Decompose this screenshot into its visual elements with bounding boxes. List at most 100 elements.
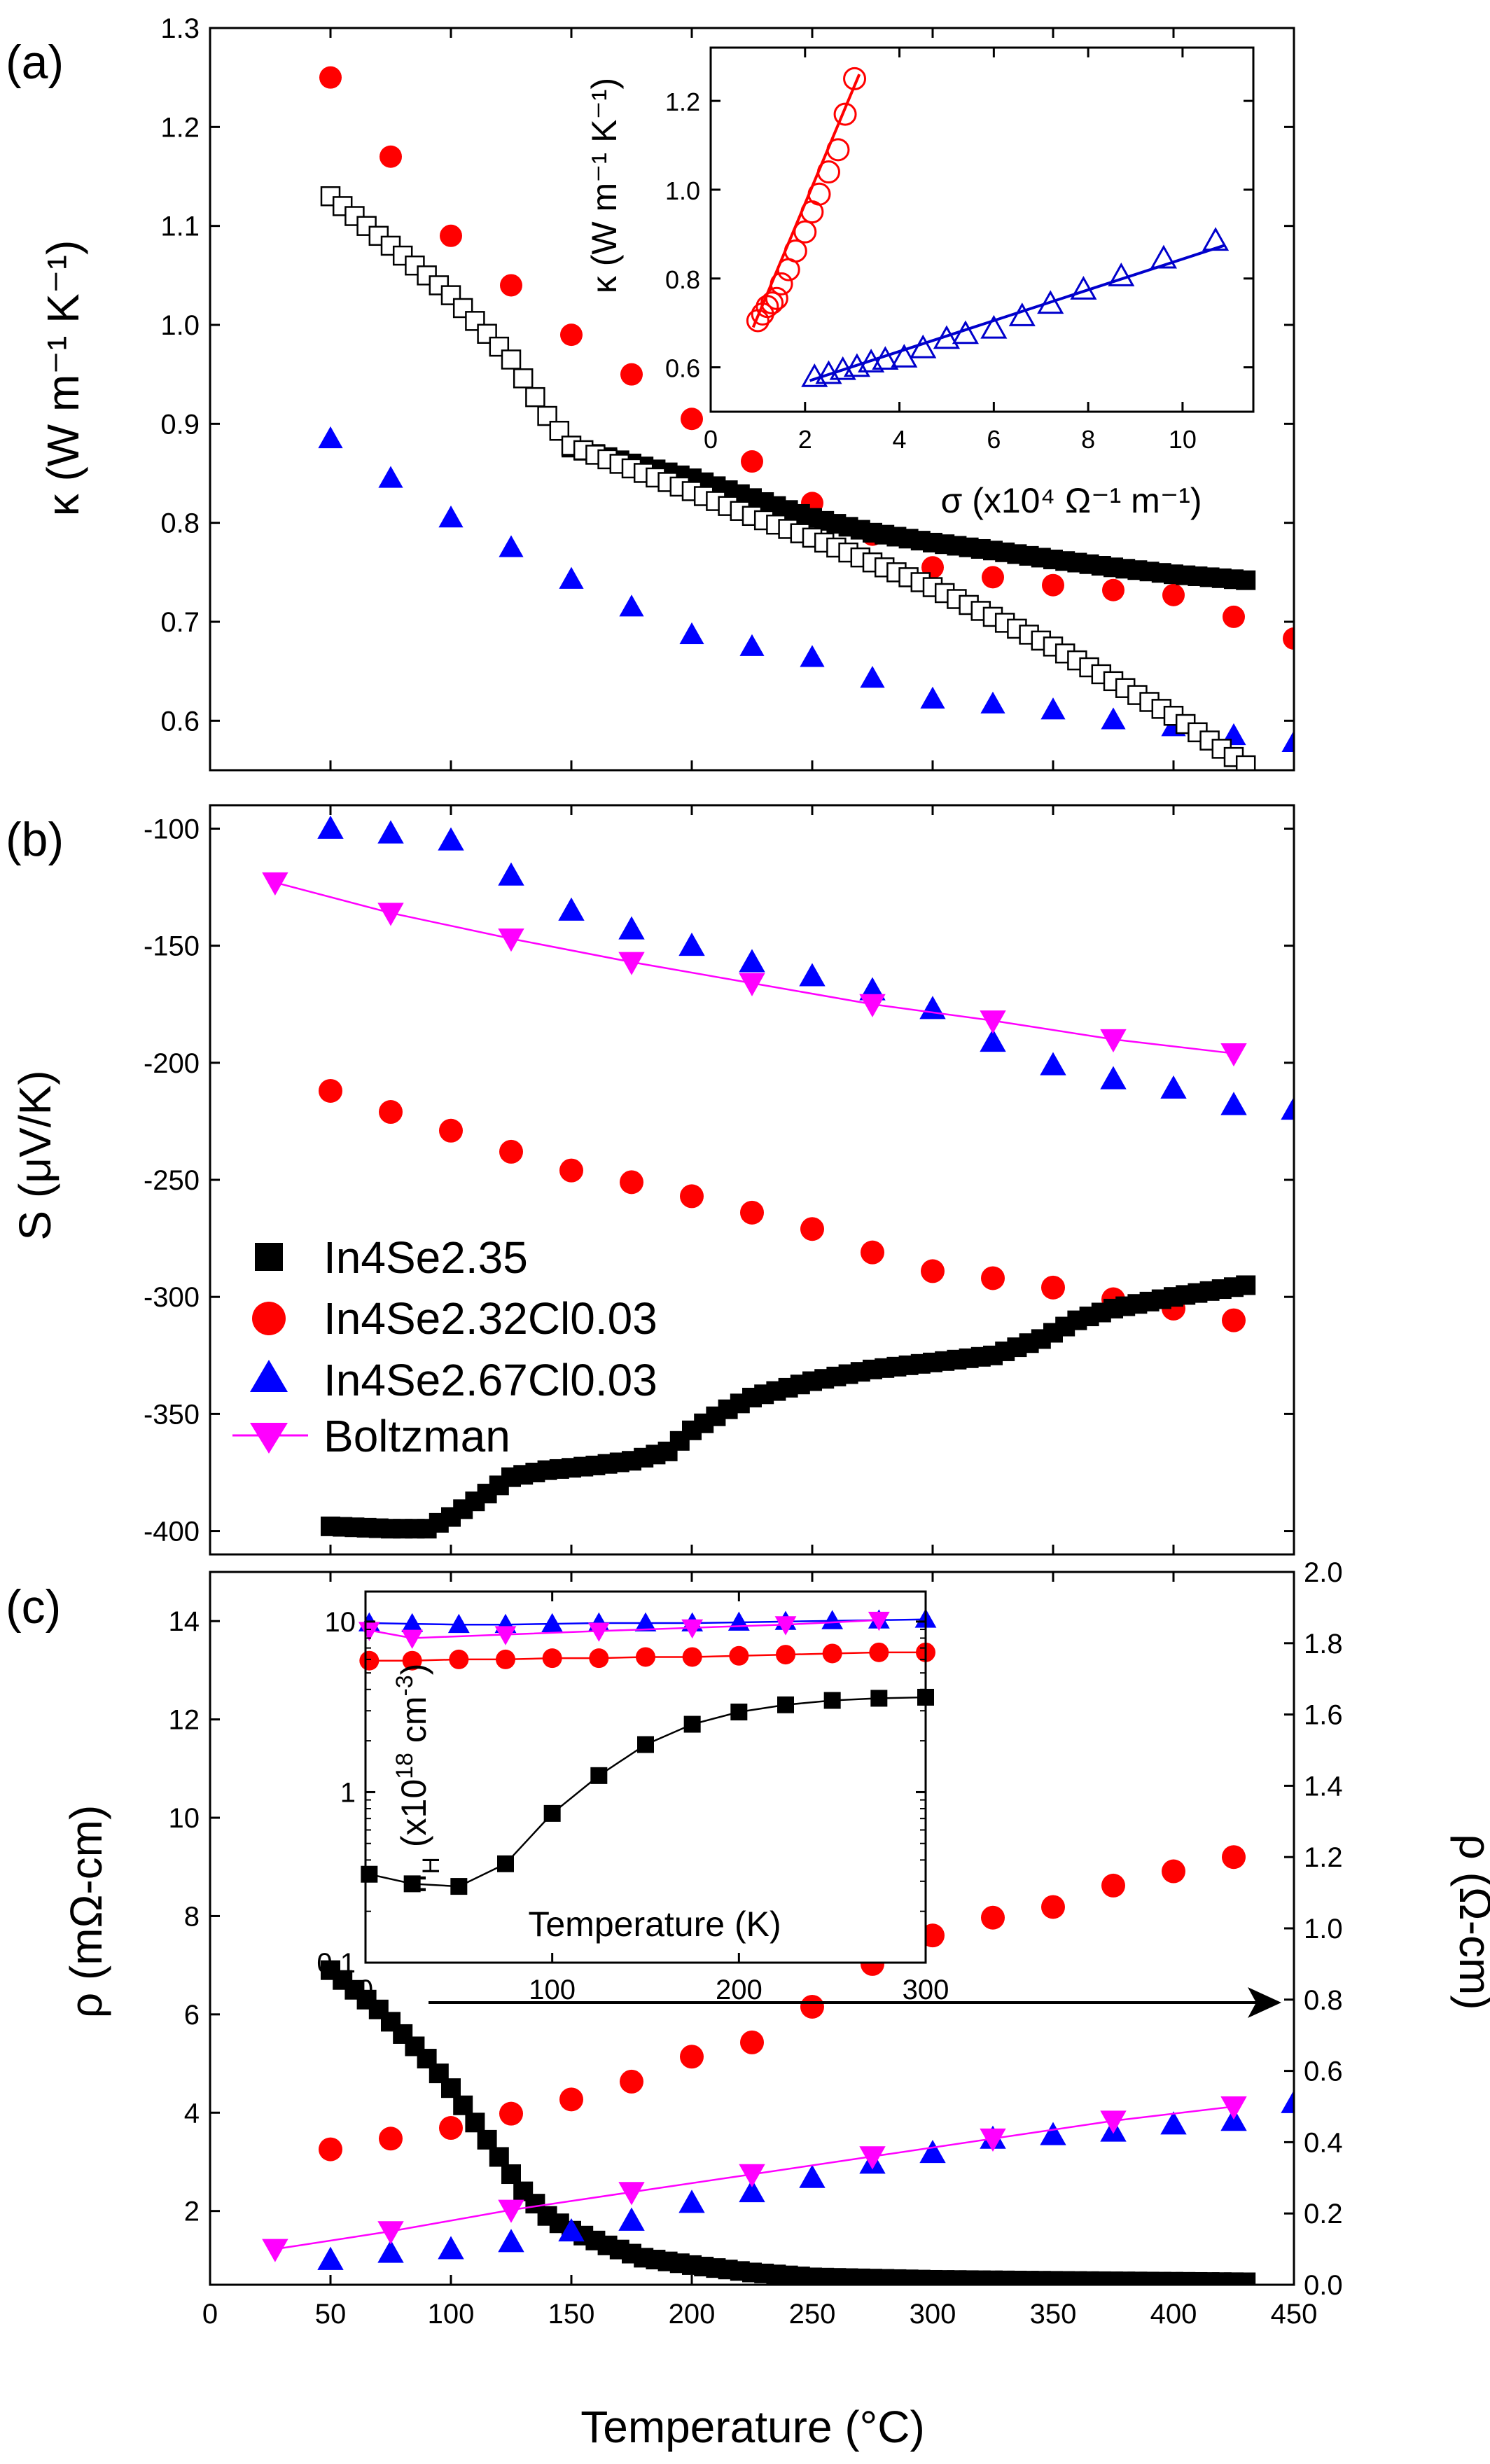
data-point-boltzman [262, 2239, 288, 2262]
panel-c-x-ticks: 0 50 100 150 200 250 300 350 400 450 [202, 2299, 1318, 2330]
data-point-in4se2-67cl0-03 [1108, 263, 1135, 286]
data-point-open-squares [525, 387, 545, 408]
y-right-tick-label: 0.4 [1304, 2127, 1343, 2158]
plot-frame [364, 1590, 927, 1964]
data-point-in4se2-67cl0-03 [919, 2139, 946, 2164]
data-point-in4se2-67cl0-03 [1281, 1096, 1294, 1120]
data-point-in4se2-35 [637, 1736, 654, 1753]
panel-c-axes [209, 1571, 1295, 2286]
data-point-in4se2-32cl0-03 [760, 291, 784, 315]
data-point-in4se2-67cl0-03 [739, 949, 765, 973]
x-inset-tick-label: 10 [1169, 425, 1197, 454]
legend-entry-in4se2-67cl0-03: In4Se2.67Cl0.03 [250, 1355, 657, 1405]
data-point-boltzman [739, 2164, 765, 2187]
data-point-boltzman [980, 2128, 1006, 2152]
data-point-in4se2-32cl0-03 [559, 2087, 583, 2112]
data-point-in4se2-32cl0-03 [807, 182, 831, 206]
data-point-in4se2-32cl0-03 [380, 145, 402, 168]
data-point-in4se2-32cl0-03 [1283, 627, 1294, 650]
data-point-in4se2-32cl0-03 [1222, 1845, 1246, 1870]
data-point-boltzman [498, 2199, 524, 2223]
data-point-in4se2-32cl0-03 [784, 239, 807, 263]
data-point-in4se2-67cl0-03 [821, 1610, 844, 1629]
data-point-in4se2-67cl0-03 [1281, 2089, 1294, 2113]
data-point-in4se2-67cl0-03 [1160, 2111, 1187, 2135]
data-point-boltzman [618, 952, 645, 975]
data-point-boltzman [1220, 1043, 1247, 1067]
y-tick-label: -100 [144, 814, 200, 844]
x-tick-label: 200 [669, 2299, 716, 2330]
data-point-in4se2-32cl0-03 [826, 138, 850, 162]
data-point-in4se2-67cl0-03 [558, 897, 585, 921]
data-point-in4se2-35 [1236, 570, 1256, 590]
x-tick-label: 100 [428, 2299, 475, 2330]
data-point-boltzman [377, 903, 404, 926]
data-point-in4se2-32cl0-03 [319, 66, 342, 89]
panel-a-y-axis-label: κ (W m⁻¹ K⁻¹) [38, 240, 88, 517]
data-point-in4se2-32cl0-03 [1041, 1895, 1065, 1919]
panel-label-b: (b) [6, 813, 64, 866]
data-point-in4se2-32cl0-03 [379, 2127, 403, 2151]
y-inset-tick-label: 1.0 [665, 176, 700, 205]
data-point-in4se2-67cl0-03 [438, 506, 464, 528]
x-inset-tick-label: 8 [1081, 425, 1095, 454]
data-point-boltzman [498, 928, 524, 952]
data-point-in4se2-32cl0-03 [740, 1200, 764, 1225]
data-point-in4se2-32cl0-03 [620, 2069, 643, 2094]
legend-entry-in4se2-32cl0-03: In4Se2.32Cl0.03 [252, 1293, 657, 1344]
data-point-in4se2-32cl0-03 [589, 1648, 609, 1669]
data-point-in4se2-32cl0-03 [981, 1266, 1005, 1290]
data-point-in4se2-35 [543, 1804, 561, 1822]
x-inset-tick-label: 0 [704, 425, 718, 454]
y-right-tick-label: 1.2 [1304, 1842, 1343, 1873]
x-tick-label: 350 [1030, 2299, 1077, 2330]
y-tick-label: -200 [144, 1048, 200, 1079]
data-point-in4se2-32cl0-03 [1162, 583, 1185, 606]
panel-a-y-ticks: 0.6 0.7 0.8 0.9 1.0 1.1 1.2 1.3 [160, 13, 200, 737]
data-point-in4se2-67cl0-03 [799, 963, 826, 987]
data-point-in4se2-32cl0-03 [439, 1118, 463, 1143]
data-point-in4se2-32cl0-03 [921, 1259, 945, 1283]
data-point-open-squares [1235, 755, 1256, 770]
y-right-tick-label: 1.0 [1304, 1914, 1343, 1944]
data-point-in4se2-32cl0-03 [1042, 573, 1064, 597]
data-point-in4se2-32cl0-03 [1162, 1859, 1185, 1884]
data-point-in4se2-67cl0-03 [1008, 302, 1036, 326]
panel-a-inset-marks [746, 67, 1230, 387]
data-point-boltzman [859, 994, 886, 1017]
y-right-tick-label: 0.0 [1304, 2270, 1343, 2301]
x-inset-tick-label: 200 [716, 1975, 763, 2005]
panel-a-axes [209, 27, 1295, 772]
data-point-in4se2-67cl0-03 [618, 2207, 645, 2231]
data-point-boltzman [494, 1626, 517, 1645]
data-point-in4se2-67cl0-03 [1101, 707, 1126, 730]
panel-b-y-axis-label: S (μV/K) [10, 1070, 60, 1240]
panel-a-inset-x-ticks: 0 2 4 6 8 10 [704, 425, 1197, 454]
data-point-open-squares [489, 336, 510, 357]
legend-label-in4se2-35: In4Se2.35 [323, 1232, 528, 1283]
data-point-in4se2-67cl0-03 [739, 634, 765, 656]
data-point-in4se2-32cl0-03 [729, 1645, 749, 1666]
data-point-in4se2-35 [403, 1875, 421, 1893]
data-point-in4se2-67cl0-03 [559, 566, 584, 589]
data-point-in4se2-32cl0-03 [440, 224, 462, 247]
data-point-in4se2-67cl0-03 [980, 1029, 1006, 1052]
x-inset-tick-label: 100 [529, 1975, 576, 2005]
y-tick-label: 0.9 [160, 409, 200, 440]
data-point-in4se2-35 [823, 1692, 841, 1709]
data-point-in4se2-32cl0-03 [800, 1217, 824, 1241]
panel-label-c: (c) [6, 1580, 61, 1634]
y-tick-label: -350 [144, 1399, 200, 1430]
data-point-in4se2-32cl0-03 [496, 1649, 515, 1669]
y-tick-label: 0.6 [160, 706, 200, 737]
data-point-in4se2-32cl0-03 [770, 272, 793, 295]
data-point-in4se2-67cl0-03 [1040, 1052, 1066, 1076]
y-tick-label: -300 [144, 1282, 200, 1313]
data-point-in4se2-67cl0-03 [933, 325, 961, 349]
data-point-in4se2-32cl0-03 [765, 286, 788, 310]
y-left-tick-label: 8 [184, 1901, 200, 1932]
data-point-in4se2-67cl0-03 [498, 2229, 524, 2253]
data-point-in4se2-35 [501, 2164, 521, 2185]
data-point-in4se2-32cl0-03 [636, 1647, 655, 1667]
data-point-in4se2-35 [497, 1855, 514, 1872]
